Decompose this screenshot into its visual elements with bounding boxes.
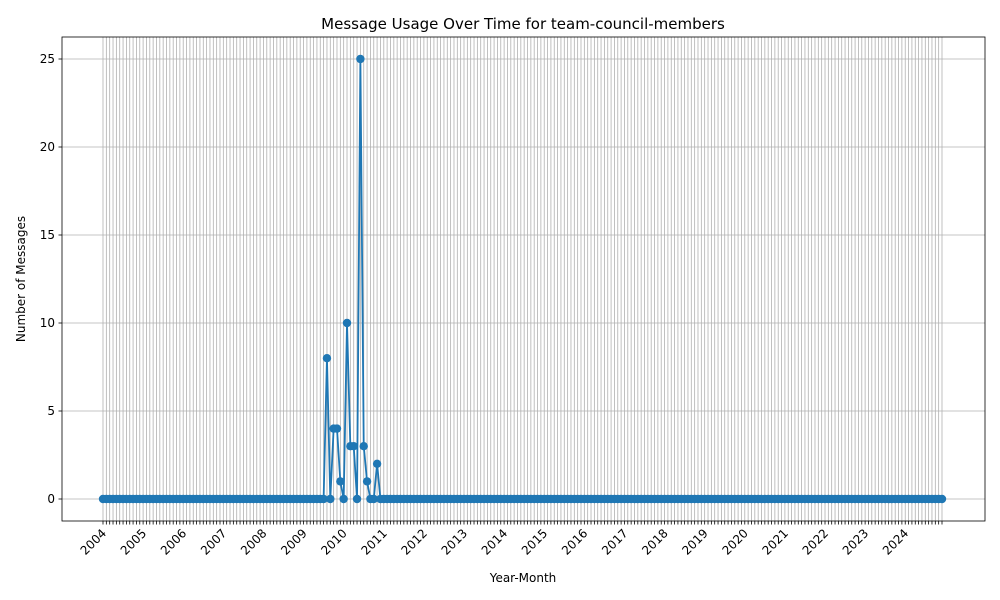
x-tick-label: 2016 <box>559 526 590 557</box>
x-tick-label: 2012 <box>399 526 430 557</box>
data-point <box>332 424 342 433</box>
y-tick-label: 15 <box>40 228 55 242</box>
x-tick-label: 2009 <box>278 526 309 557</box>
x-tick-label: 2019 <box>679 526 710 557</box>
x-tick-label: 2010 <box>318 526 349 557</box>
x-tick-label: 2004 <box>78 526 109 557</box>
data-point <box>352 494 362 504</box>
x-tick-label: 2015 <box>519 526 550 557</box>
data-point <box>356 54 365 64</box>
x-tick-label: 2014 <box>479 526 510 557</box>
data-point <box>372 459 382 468</box>
axes: 0 5 10 15 20 25 2004 2005 2006 2007 2008 2009 2010 20… <box>40 36 986 558</box>
x-tick-label: 2007 <box>198 526 229 557</box>
x-tick-label: 2021 <box>760 526 791 557</box>
data-point <box>359 442 368 451</box>
x-tick-label: 2011 <box>358 526 389 557</box>
x-tick-label: 2023 <box>840 526 871 557</box>
data-point <box>339 494 348 504</box>
plot-frame <box>61 36 986 522</box>
data-point <box>342 318 352 328</box>
data-point <box>322 354 332 363</box>
data-point <box>362 477 372 486</box>
data-point <box>319 494 328 504</box>
y-axis-label: Number of Messages <box>14 216 28 342</box>
x-tick-label: 2006 <box>158 526 189 557</box>
y-tick-label: 0 <box>47 492 55 506</box>
grid-lines <box>62 37 985 521</box>
y-tick-label: 5 <box>47 404 55 418</box>
x-tick-label: 2020 <box>719 526 750 557</box>
x-tick-label: 2017 <box>599 526 630 557</box>
x-axis-label: Year-Month <box>489 571 557 585</box>
data-point <box>937 494 947 504</box>
x-tick-label: 2013 <box>439 526 470 557</box>
series-path <box>103 58 942 500</box>
chart-title: Message Usage Over Time for team-council… <box>321 15 725 33</box>
x-tick-label: 2018 <box>639 526 670 557</box>
data-point <box>336 477 345 486</box>
data-point <box>369 494 378 504</box>
x-tick-label: 2024 <box>880 526 911 557</box>
series-line <box>98 54 947 504</box>
y-tick-label: 25 <box>40 52 55 66</box>
data-point <box>326 494 335 504</box>
x-tick-label: 2005 <box>118 526 149 557</box>
y-tick-label: 20 <box>40 140 55 154</box>
x-tick-label: 2022 <box>800 526 831 557</box>
data-point <box>349 442 358 451</box>
y-tick-label: 10 <box>40 316 55 330</box>
x-tick-label: 2008 <box>238 526 269 557</box>
